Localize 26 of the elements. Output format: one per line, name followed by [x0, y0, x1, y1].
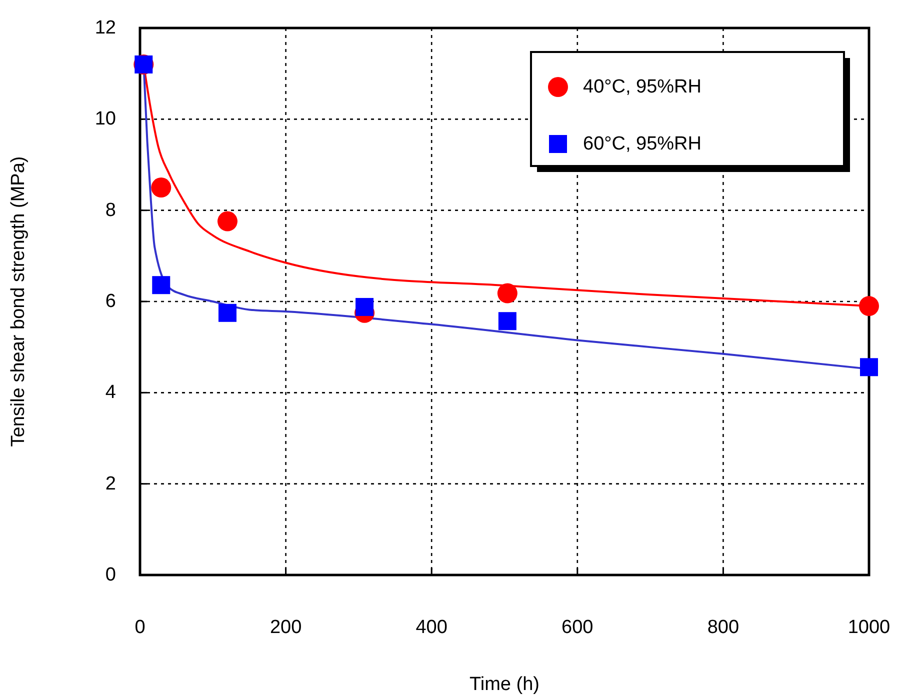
x-tick-label: 600	[562, 617, 594, 638]
y-tick-label: 2	[105, 473, 116, 494]
legend-label: 60°C, 95%RH	[583, 134, 702, 154]
point	[152, 276, 170, 294]
y-axis-title: Tensile shear bond strength (MPa)	[8, 156, 29, 447]
y-tick-label: 6	[105, 291, 116, 312]
point	[217, 211, 238, 232]
legend-label: 40°C, 95%RH	[583, 76, 702, 98]
point	[859, 296, 879, 316]
point	[356, 298, 374, 316]
y-tick-label: 10	[94, 108, 116, 130]
x-tick-label: 1000	[848, 617, 890, 638]
x-tick-label: 400	[416, 617, 448, 638]
point	[498, 312, 516, 330]
y-tick-label: 12	[94, 18, 116, 38]
y-tick-label: 4	[105, 382, 116, 404]
x-axis-title: Time (h)	[469, 674, 540, 695]
point	[218, 304, 236, 322]
x-tick-label: 0	[134, 617, 146, 638]
x-tick-label: 200	[270, 617, 302, 638]
point	[151, 178, 172, 198]
y-tick-label: 8	[105, 200, 116, 221]
point	[860, 358, 878, 376]
y-tick-label: 0	[105, 564, 116, 586]
x-tick-label: 800	[707, 617, 740, 638]
point	[497, 283, 518, 304]
